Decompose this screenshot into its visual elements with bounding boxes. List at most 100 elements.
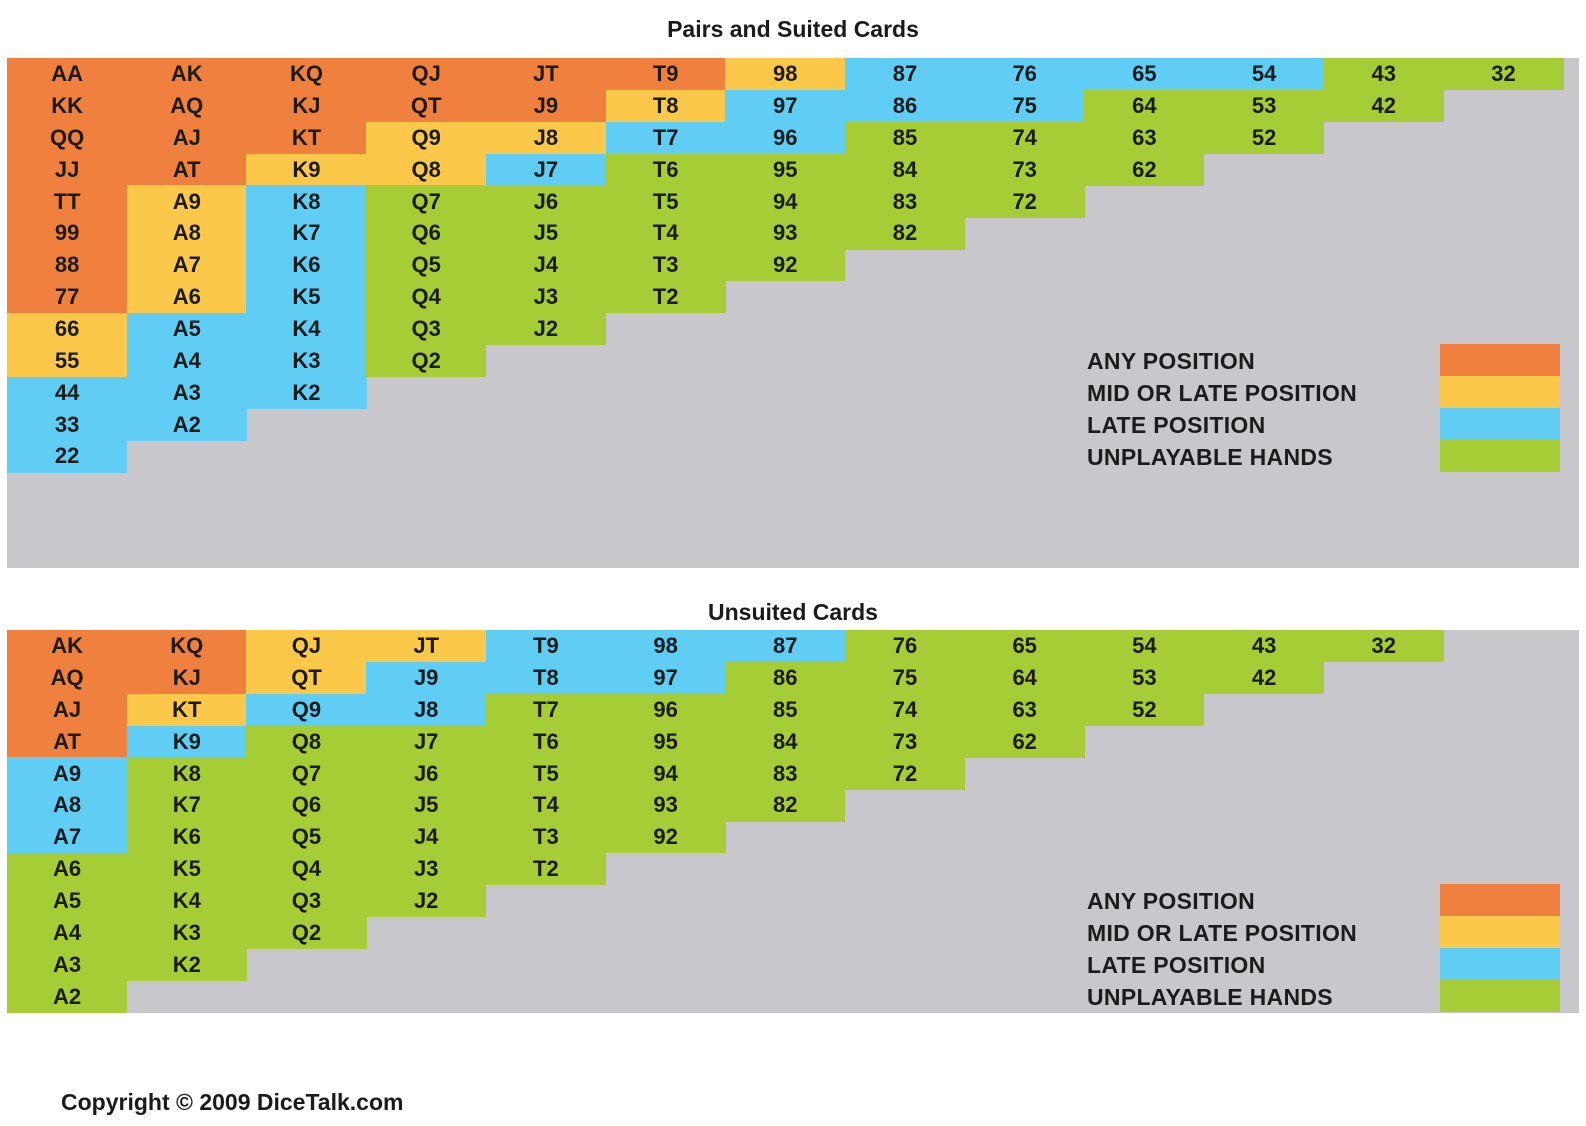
suited-hand-K8: K8 (246, 185, 367, 218)
suited-hand-98: 98 (725, 58, 846, 91)
suited-hand-KQ: KQ (246, 58, 367, 91)
unsuited-hand-Q6: Q6 (246, 789, 367, 822)
suited-hand-T2: T2 (605, 280, 726, 314)
suited-hand-J2: J2 (485, 312, 606, 346)
unsuited-hand-T4: T4 (485, 789, 606, 822)
unsuited-hand-KT: KT (126, 693, 247, 727)
unsuited-hand-96: 96 (605, 693, 726, 727)
unsuited-hand-Q9: Q9 (246, 693, 367, 727)
suited-hand-T7: T7 (605, 121, 726, 155)
suited-hand-92: 92 (725, 249, 846, 282)
unsuited-hand-J8: J8 (366, 693, 487, 727)
unsuited-legend-swatch-late (1440, 947, 1560, 981)
suited-hand-QQ: QQ (7, 121, 128, 155)
suited-hand-T8: T8 (605, 89, 726, 123)
suited-legend-swatch-unplayable (1440, 439, 1560, 472)
suited-hand-73: 73 (964, 153, 1085, 186)
suited-hand-Q7: Q7 (366, 185, 487, 218)
unsuited-hand-94: 94 (605, 757, 726, 790)
unsuited-hand-AT: AT (7, 725, 128, 758)
suited-hand-K7: K7 (246, 217, 367, 250)
suited-hand-AJ: AJ (126, 121, 247, 155)
suited-hand-95: 95 (725, 153, 846, 186)
suited-hand-A9: A9 (126, 185, 247, 218)
suited-legend-swatch-any (1440, 344, 1560, 377)
unsuited-hand-52: 52 (1084, 693, 1205, 727)
unsuited-hand-Q3: Q3 (246, 884, 367, 918)
unsuited-hand-A7: A7 (7, 821, 128, 854)
unsuited-hand-53: 53 (1084, 661, 1205, 695)
unsuited-hand-T3: T3 (485, 821, 606, 854)
suited-hand-A2: A2 (126, 408, 247, 441)
unsuited-hand-98: 98 (605, 630, 726, 663)
suited-hand-Q8: Q8 (366, 153, 487, 186)
suited-hand-A5: A5 (126, 312, 247, 346)
unsuited-hand-T8: T8 (485, 661, 606, 695)
unsuited-hand-A8: A8 (7, 789, 128, 822)
suited-hand-K6: K6 (246, 249, 367, 282)
suited-hand-82: 82 (844, 217, 966, 250)
unsuited-hand-42: 42 (1204, 661, 1325, 695)
suited-hand-J4: J4 (485, 249, 606, 282)
suited-hand-85: 85 (844, 121, 966, 155)
suited-hand-33: 33 (7, 408, 128, 441)
unsuited-hand-K3: K3 (126, 916, 247, 949)
unsuited-legend-swatch-any (1440, 884, 1560, 917)
suited-hand-AQ: AQ (126, 89, 247, 123)
unsuited-hand-75: 75 (844, 661, 966, 695)
unsuited-hand-K7: K7 (126, 789, 247, 822)
unsuited-hand-92: 92 (605, 821, 726, 854)
suited-hand-A8: A8 (126, 217, 247, 250)
unsuited-hand-K2: K2 (126, 948, 247, 981)
unsuited-hand-72: 72 (844, 757, 966, 790)
suited-hand-K5: K5 (246, 280, 367, 314)
suited-hand-T6: T6 (605, 153, 726, 186)
suited-hand-A7: A7 (126, 249, 247, 282)
unsuited-hand-87: 87 (725, 630, 846, 663)
suited-hand-88: 88 (7, 249, 128, 282)
unsuited-hand-97: 97 (605, 661, 726, 695)
suited-hand-99: 99 (7, 217, 128, 250)
suited-hand-K3: K3 (246, 344, 367, 377)
unsuited-hand-T5: T5 (485, 757, 606, 790)
unsuited-hand-A4: A4 (7, 916, 128, 949)
suited-hand-32: 32 (1443, 58, 1564, 91)
suited-hand-T4: T4 (605, 217, 726, 250)
unsuited-hand-K4: K4 (126, 884, 247, 918)
suited-hand-83: 83 (844, 185, 966, 218)
suited-hand-KJ: KJ (246, 89, 367, 123)
suited-hand-A3: A3 (126, 376, 247, 409)
unsuited-legend-label-mid: MID OR LATE POSITION (1087, 919, 1358, 946)
suited-chart-title: Pairs and Suited Cards (667, 16, 919, 42)
unsuited-hand-43: 43 (1204, 630, 1325, 663)
suited-hand-A4: A4 (126, 344, 247, 377)
suited-hand-97: 97 (725, 89, 846, 123)
unsuited-hand-QT: QT (246, 661, 367, 695)
suited-hand-J7: J7 (485, 153, 606, 186)
suited-hand-KT: KT (246, 121, 367, 155)
suited-legend-label-unplayable: UNPLAYABLE HANDS (1087, 443, 1333, 470)
suited-hand-Q9: Q9 (366, 121, 487, 155)
unsuited-hand-T7: T7 (485, 693, 606, 727)
unsuited-hand-A5: A5 (7, 884, 128, 918)
suited-legend-swatch-mid (1440, 375, 1560, 409)
unsuited-hand-63: 63 (964, 693, 1085, 727)
unsuited-hand-54: 54 (1084, 630, 1205, 663)
unsuited-hand-32: 32 (1323, 630, 1444, 663)
suited-hand-A6: A6 (126, 280, 247, 314)
unsuited-hand-chart: AK AQ AJ AT A9 A8 A7 A6 A5 A4 A3 A2 KQ KJ KT K9 K8 K7 K6 K5… (7, 630, 1579, 1013)
unsuited-hand-J3: J3 (366, 852, 487, 886)
suited-hand-Q3: Q3 (366, 312, 487, 346)
unsuited-hand-84: 84 (725, 725, 846, 758)
unsuited-hand-J9: J9 (366, 661, 487, 695)
unsuited-hand-93: 93 (605, 789, 726, 822)
suited-hand-AT: AT (126, 153, 247, 186)
unsuited-hand-KQ: KQ (126, 630, 247, 663)
suited-hand-74: 74 (964, 121, 1085, 155)
suited-legend-label-mid: MID OR LATE POSITION (1087, 379, 1358, 406)
suited-hand-96: 96 (725, 121, 846, 155)
suited-hand-chart: AA KK QQ JJ TT 99 88 77 66 55 44 33 22 AK AQ AJ AT A9 A8 A7… (7, 58, 1579, 568)
suited-hand-J8: J8 (485, 121, 606, 155)
unsuited-hand-Q5: Q5 (246, 821, 367, 854)
unsuited-hand-T6: T6 (485, 725, 606, 758)
